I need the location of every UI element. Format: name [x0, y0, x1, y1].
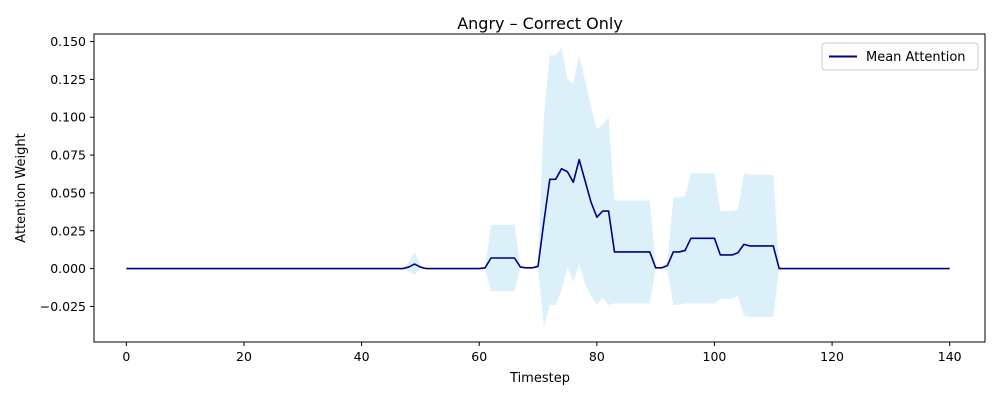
mean-attention-line — [126, 158, 950, 270]
x-tick-label: 80 — [589, 349, 605, 364]
std-band — [126, 47, 950, 328]
y-tick-label: 0.000 — [50, 261, 86, 276]
std-band-layer — [126, 47, 950, 328]
y-tick-label: 0.075 — [50, 148, 86, 163]
y-tick-label: 0.050 — [50, 185, 86, 200]
x-tick-label: 100 — [703, 349, 727, 364]
y-tick-label: 0.150 — [50, 34, 86, 49]
plot-frame — [93, 33, 986, 343]
x-tick-label: 0 — [122, 349, 130, 364]
y-tick-label: −0.025 — [40, 299, 86, 314]
y-tick-label: 0.100 — [50, 110, 86, 125]
mean-line-layer — [126, 158, 950, 270]
x-tick-label: 60 — [471, 349, 487, 364]
x-axis-ticks: 0 20 40 60 80 100 120 140 — [122, 342, 962, 364]
chart-title: Angry – Correct Only — [457, 14, 623, 33]
x-tick-label: 120 — [820, 349, 844, 364]
y-tick-label: 0.025 — [50, 223, 86, 238]
x-tick-label: 40 — [354, 349, 370, 364]
x-tick-label: 20 — [236, 349, 252, 364]
x-tick-label: 140 — [938, 349, 962, 364]
y-axis-label: Attention Weight — [14, 133, 29, 242]
x-axis-label: Timestep — [509, 371, 570, 386]
legend: Mean Attention — [821, 42, 979, 71]
legend-box — [821, 42, 979, 71]
y-tick-label: 0.125 — [50, 72, 86, 87]
legend-label: Mean Attention — [866, 50, 966, 65]
y-axis-ticks: −0.025 0.000 0.025 0.050 0.075 0.100 0.125 0.15… — [40, 34, 94, 314]
